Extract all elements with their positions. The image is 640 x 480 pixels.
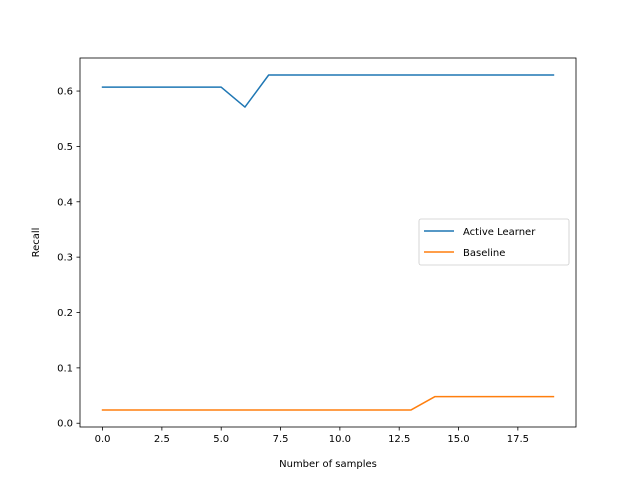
x-tick-label: 0.0	[95, 434, 111, 445]
y-tick-label: 0.4	[57, 197, 73, 208]
y-tick-label: 0.0	[57, 419, 73, 430]
legend-label-baseline: Baseline	[463, 248, 505, 259]
x-tick-label: 7.5	[273, 434, 289, 445]
legend: Active Learner Baseline	[418, 218, 570, 266]
y-tick-label: 0.2	[57, 308, 73, 319]
y-tick-label: 0.5	[57, 142, 73, 153]
x-tick-label: 10.0	[329, 434, 351, 445]
y-tick-label: 0.3	[57, 253, 73, 264]
x-tick-label: 2.5	[154, 434, 170, 445]
y-axis-label: Recall	[31, 228, 42, 258]
x-axis: 0.0 2.5 5.0 7.5 10.0 12.5 15.0 17.5	[95, 427, 529, 445]
plot-area-frame	[79, 57, 577, 428]
y-tick-label: 0.6	[57, 87, 73, 98]
series-line-active-learner	[101, 74, 555, 108]
y-tick-label: 0.1	[57, 363, 73, 374]
x-axis-label: Number of samples	[279, 459, 377, 470]
y-axis: 0.0 0.1 0.2 0.3 0.4 0.5 0.6	[57, 87, 80, 430]
series-layer	[101, 74, 555, 411]
x-tick-label: 12.5	[388, 434, 410, 445]
legend-box	[418, 218, 570, 266]
legend-label-active-learner: Active Learner	[463, 227, 536, 238]
series-line-baseline	[101, 395, 555, 411]
x-tick-label: 15.0	[447, 434, 469, 445]
x-tick-label: 5.0	[213, 434, 229, 445]
x-tick-label: 17.5	[507, 434, 529, 445]
